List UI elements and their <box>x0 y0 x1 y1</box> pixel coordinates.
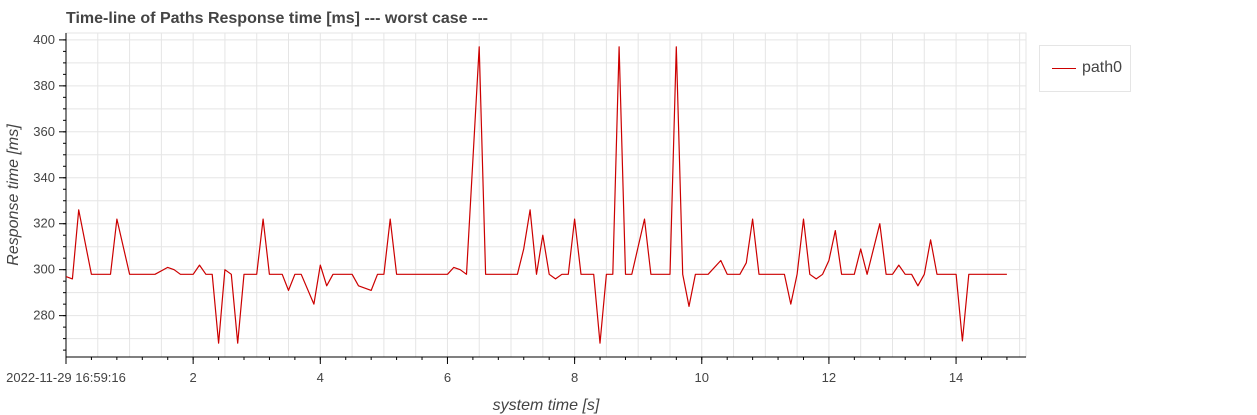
y-tick-label: 360 <box>33 124 55 139</box>
y-tick-label: 320 <box>33 216 55 231</box>
x-tick-label: 2 <box>190 370 197 385</box>
x-tick-label: 10 <box>695 370 709 385</box>
chart-title: Time-line of Paths Response time [ms] --… <box>66 10 488 27</box>
x-tick-label: 6 <box>444 370 451 385</box>
legend[interactable]: path0 <box>1039 45 1131 92</box>
y-tick-label: 340 <box>33 170 55 185</box>
legend-line-swatch <box>1052 68 1076 69</box>
grid <box>65 32 1027 358</box>
y-tick-label: 300 <box>33 262 55 277</box>
x-tick-label: 4 <box>317 370 324 385</box>
y-axis-title: Response time [ms] <box>5 124 22 266</box>
x-tick-label: 2022-11-29 16:59:16 <box>6 370 126 385</box>
x-tick-label: 12 <box>822 370 836 385</box>
legend-label-path0: path0 <box>1082 59 1123 76</box>
series-line-path0 <box>65 46 1007 344</box>
series-layer <box>65 46 1007 344</box>
x-tick-label: 14 <box>949 370 963 385</box>
y-tick-label: 380 <box>33 78 55 93</box>
x-tick-label: 8 <box>571 370 578 385</box>
x-axis-title: system time [s] <box>493 397 600 414</box>
y-tick-label: 400 <box>33 32 55 47</box>
y-tick-label: 280 <box>33 308 55 323</box>
axes: 280 300 320 340 360 380 400 2022-11-29 16:59:16… <box>6 32 1026 385</box>
plot-frame <box>65 32 1027 358</box>
